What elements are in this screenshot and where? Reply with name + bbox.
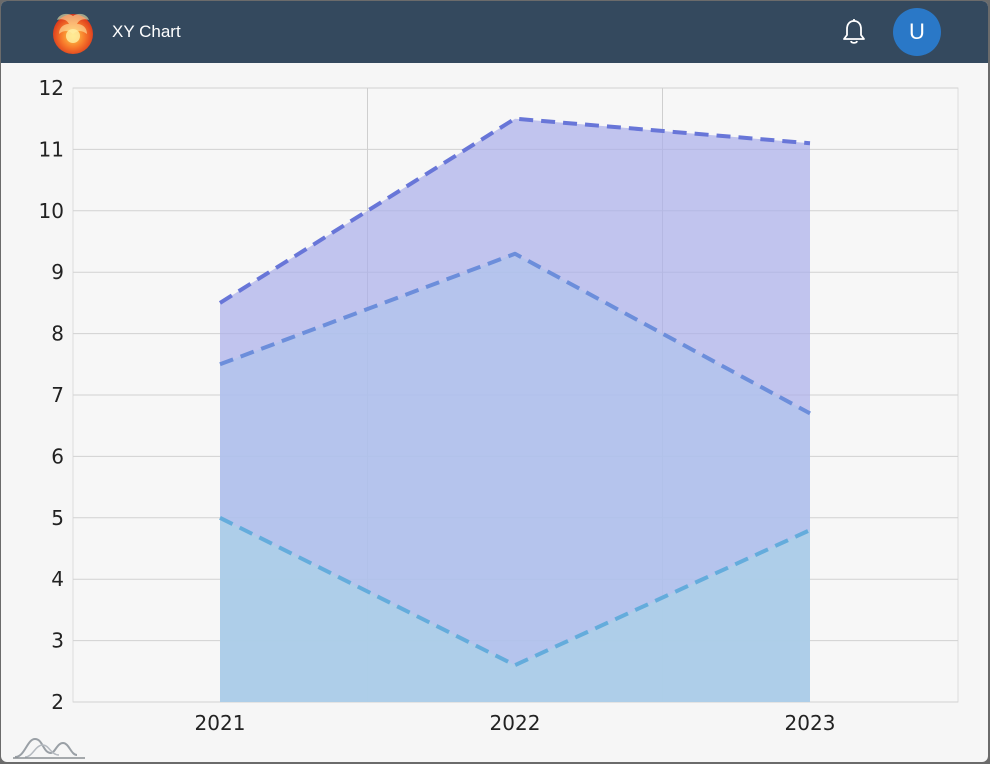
app-bar: XY Chart U [1,1,988,63]
y-tick-label: 10 [39,199,64,223]
y-tick-label: 4 [51,567,64,591]
y-tick-label: 2 [51,690,64,714]
x-axis-ticks: 2021 2022 2023 [195,711,836,735]
x-tick-label: 2023 [785,711,836,735]
chart-lines [218,116,811,668]
xy-area-chart: 2 3 4 5 6 7 8 9 10 11 12 2021 2022 2023 [39,76,959,735]
y-tick-label: 11 [39,137,64,161]
x-tick-label: 2022 [490,711,541,735]
y-tick-label: 12 [39,76,64,100]
y-axis-ticks: 2 3 4 5 6 7 8 9 10 11 12 [39,76,64,714]
series-area-3 [220,517,810,702]
phoenix-logo-icon [53,13,93,54]
y-tick-label: 6 [51,444,64,468]
y-tick-label: 3 [51,629,64,653]
y-tick-label: 5 [51,506,64,530]
series-line-1 [218,116,811,305]
bell-icon[interactable] [841,18,867,46]
y-tick-label: 8 [51,322,64,346]
x-tick-label: 2021 [195,711,246,735]
y-tick-label: 7 [51,383,64,407]
app-title: XY Chart [112,22,181,41]
user-avatar[interactable]: U [893,8,941,56]
chart-curves-icon [13,737,85,759]
y-tick-label: 9 [51,260,64,284]
